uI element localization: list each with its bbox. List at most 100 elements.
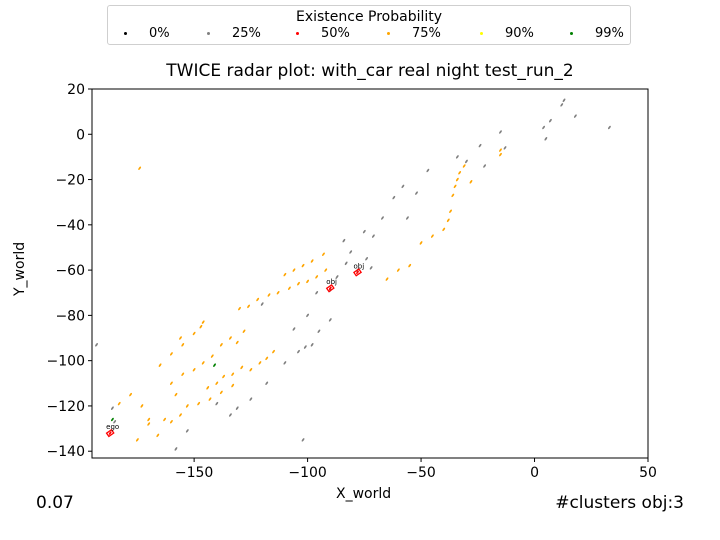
y-tick-label: −140 xyxy=(47,444,85,460)
point-75pct xyxy=(408,263,412,268)
point-25pct xyxy=(235,406,239,410)
point-75pct xyxy=(324,268,328,272)
point-75pct xyxy=(181,343,185,347)
x-tick-label: 0 xyxy=(530,465,539,481)
point-75pct xyxy=(451,193,455,198)
point-25pct xyxy=(249,397,253,401)
point-75pct xyxy=(158,363,162,367)
scatter-points xyxy=(95,98,611,451)
point-75pct xyxy=(256,297,260,302)
point-75pct xyxy=(170,420,173,424)
point-25pct xyxy=(369,266,373,270)
point-75pct xyxy=(156,433,160,438)
point-25pct xyxy=(362,229,366,234)
point-75pct xyxy=(397,268,400,272)
point-25pct xyxy=(315,291,319,295)
point-75pct xyxy=(192,367,196,372)
point-75pct xyxy=(283,272,287,277)
object-label: ego xyxy=(106,423,119,431)
object-annotations: ego obj obj xyxy=(105,262,365,438)
point-75pct xyxy=(179,413,182,417)
point-25pct xyxy=(401,184,405,189)
point-25pct xyxy=(301,438,305,442)
point-75pct xyxy=(208,397,212,401)
legend-label-25: 25% xyxy=(232,26,261,41)
point-75pct xyxy=(272,349,275,354)
object-label: obj xyxy=(354,262,365,270)
object-box xyxy=(353,268,363,277)
point-25pct xyxy=(310,343,314,347)
point-25pct xyxy=(344,261,348,266)
point-75pct xyxy=(385,277,389,281)
point-99pct xyxy=(111,417,114,422)
point-25pct xyxy=(562,98,566,103)
y-tick-label: −20 xyxy=(55,173,85,189)
point-75pct xyxy=(310,259,314,263)
point-50pct xyxy=(108,431,112,435)
point-75pct xyxy=(222,374,225,379)
point-75pct xyxy=(201,361,205,365)
point-25pct xyxy=(381,216,384,220)
point-75pct xyxy=(129,392,132,397)
chart-title: TWICE radar plot: with_car real night te… xyxy=(166,61,574,81)
point-75pct xyxy=(192,331,196,336)
legend-label-0: 0% xyxy=(149,26,170,41)
point-75pct xyxy=(499,152,502,157)
point-25pct xyxy=(297,349,300,354)
point-75pct xyxy=(453,184,457,189)
legend-label-50: 50% xyxy=(321,26,350,41)
point-75pct xyxy=(138,166,142,170)
point-75pct xyxy=(185,404,189,408)
legend-entry-25: 25% xyxy=(207,26,261,41)
y-tick-label: −80 xyxy=(55,308,85,324)
point-25pct xyxy=(215,401,219,406)
point-25pct xyxy=(335,275,339,279)
point-75pct xyxy=(238,306,241,311)
cluster-count: #clusters obj:3 xyxy=(555,493,684,513)
point-75pct xyxy=(499,148,502,152)
point-25pct xyxy=(392,195,396,200)
point-25pct xyxy=(292,327,296,331)
point-75pct xyxy=(240,365,244,370)
point-25pct xyxy=(111,406,114,410)
point-25pct xyxy=(465,159,468,164)
point-25pct xyxy=(349,250,353,254)
point-75pct xyxy=(292,268,296,272)
point-25pct xyxy=(317,329,321,333)
point-50pct xyxy=(356,270,359,275)
point-75pct xyxy=(462,164,466,168)
point-25pct xyxy=(478,143,482,148)
x-axis-label: X_world xyxy=(336,486,392,502)
point-25pct xyxy=(549,118,552,123)
point-75pct xyxy=(267,293,271,297)
legend-marker-99 xyxy=(570,32,573,35)
point-75pct xyxy=(288,286,291,290)
point-25pct xyxy=(113,420,117,424)
axis-ticks: −150 −100 −50 0 50 20 0 −20 −40 −60 −80 −100 −120 −14… xyxy=(47,82,657,481)
legend-label-75: 75% xyxy=(412,26,441,41)
point-25pct xyxy=(229,413,232,417)
legend-marker-25 xyxy=(207,32,210,35)
point-50pct xyxy=(328,286,332,290)
point-75pct xyxy=(140,404,144,408)
point-75pct xyxy=(170,352,173,356)
point-25pct xyxy=(542,125,545,130)
object-box xyxy=(325,283,335,293)
point-25pct xyxy=(415,191,418,195)
point-75pct xyxy=(242,329,246,333)
y-tick-label: 20 xyxy=(67,82,85,98)
point-75pct xyxy=(147,417,151,422)
point-75pct xyxy=(174,392,178,397)
point-75pct xyxy=(456,177,459,182)
point-75pct xyxy=(199,324,203,329)
point-25pct xyxy=(574,114,577,118)
point-75pct xyxy=(197,401,201,406)
point-25pct xyxy=(283,361,287,365)
point-25pct xyxy=(260,302,264,306)
point-75pct xyxy=(431,234,434,238)
point-75pct xyxy=(301,263,305,268)
y-axis-label: Y_world xyxy=(12,241,28,296)
point-75pct xyxy=(265,356,269,361)
point-75pct xyxy=(117,401,121,406)
